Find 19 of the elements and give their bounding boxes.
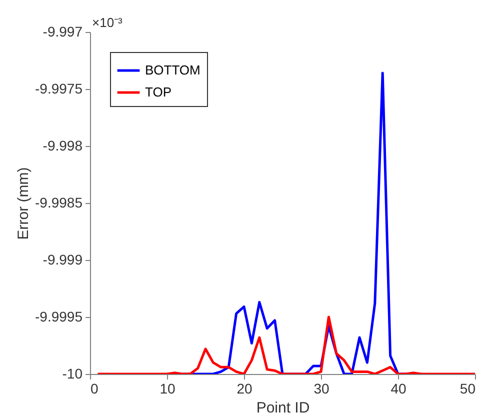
x-tick-label: 0 — [90, 380, 98, 396]
x-tick-label: 50 — [460, 380, 476, 396]
y-tick-label: -9.9975 — [35, 80, 83, 96]
x-tick-label: 10 — [160, 380, 176, 396]
y-tick-label: -10 — [62, 366, 83, 382]
x-tick-label: 40 — [390, 380, 406, 396]
y-tick-label: -9.997 — [42, 24, 83, 40]
y-axis-title: Error (mm) — [15, 167, 32, 240]
x-axis-title: Point ID — [256, 400, 310, 416]
y-tick-label: -9.999 — [42, 252, 83, 268]
x-tick-label: 20 — [236, 380, 252, 396]
legend-label: TOP — [145, 84, 172, 100]
y-tick-label: -9.998 — [42, 138, 83, 154]
legend-label: BOTTOM — [145, 62, 200, 78]
text: ×10⁻³ — [92, 15, 124, 30]
x-tick-label: 30 — [314, 380, 330, 396]
line-series — [96, 316, 475, 374]
y-tick-label: -9.9985 — [35, 194, 83, 210]
y-tick-label: -9.9995 — [35, 308, 83, 324]
